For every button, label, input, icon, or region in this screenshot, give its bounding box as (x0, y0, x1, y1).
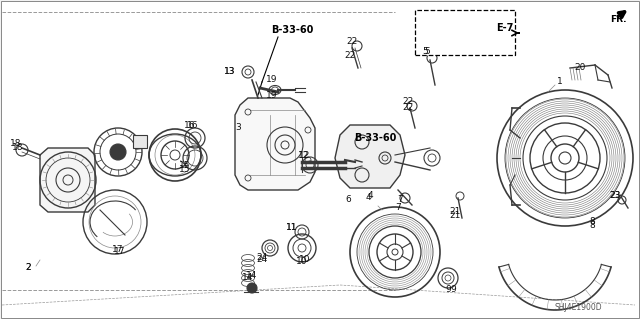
Text: 23: 23 (609, 190, 621, 199)
Text: 7: 7 (397, 196, 403, 204)
Text: 13: 13 (224, 68, 236, 77)
Text: 2: 2 (25, 263, 31, 272)
Text: SHJ4E1900D: SHJ4E1900D (554, 303, 602, 313)
Text: 15: 15 (179, 160, 191, 169)
Text: 12: 12 (298, 151, 310, 160)
Text: 12: 12 (300, 151, 310, 160)
Text: 10: 10 (300, 256, 311, 264)
Text: 10: 10 (296, 257, 308, 266)
Text: 23: 23 (609, 190, 621, 199)
Text: 6: 6 (345, 196, 351, 204)
Text: 18: 18 (12, 144, 24, 152)
Text: 15: 15 (179, 166, 191, 174)
Text: 24: 24 (257, 256, 268, 264)
Text: 9: 9 (445, 286, 451, 294)
Text: 22: 22 (344, 50, 356, 60)
Text: 9: 9 (450, 286, 456, 294)
Text: 16: 16 (188, 122, 199, 130)
Text: 5: 5 (424, 48, 430, 56)
Circle shape (110, 144, 126, 160)
Bar (133, 135, 147, 148)
Text: E-7: E-7 (496, 23, 514, 33)
Text: 4: 4 (365, 194, 371, 203)
Text: 21: 21 (449, 211, 461, 219)
Text: B-33-60: B-33-60 (354, 133, 396, 143)
Text: 19: 19 (266, 91, 278, 100)
Text: B-33-60: B-33-60 (271, 25, 313, 35)
Text: 2: 2 (25, 263, 31, 272)
Text: 24: 24 (257, 254, 268, 263)
Text: 22: 22 (346, 38, 358, 47)
Text: 8: 8 (589, 218, 595, 226)
Text: 13: 13 (224, 68, 236, 77)
Text: 1: 1 (557, 78, 563, 86)
Text: 3: 3 (235, 123, 241, 132)
Text: 22: 22 (403, 98, 413, 107)
Text: 4: 4 (367, 190, 373, 199)
Text: 21: 21 (449, 207, 461, 217)
Text: 20: 20 (574, 63, 586, 72)
Text: 14: 14 (243, 273, 253, 283)
Circle shape (247, 283, 257, 293)
Text: 22: 22 (403, 103, 413, 113)
Text: FR.: FR. (610, 16, 627, 25)
Text: 14: 14 (246, 271, 258, 280)
Polygon shape (335, 125, 405, 188)
Text: 18: 18 (10, 138, 22, 147)
Text: 5: 5 (422, 48, 428, 56)
Polygon shape (235, 98, 315, 190)
Text: 17: 17 (115, 248, 125, 256)
Text: 11: 11 (286, 224, 298, 233)
Bar (415, 10, 515, 55)
Text: 8: 8 (589, 220, 595, 229)
Text: 11: 11 (286, 224, 298, 233)
Polygon shape (40, 148, 95, 212)
Text: 16: 16 (184, 122, 196, 130)
Text: 19: 19 (266, 76, 278, 85)
Text: 17: 17 (112, 246, 124, 255)
Text: 7: 7 (395, 204, 401, 212)
